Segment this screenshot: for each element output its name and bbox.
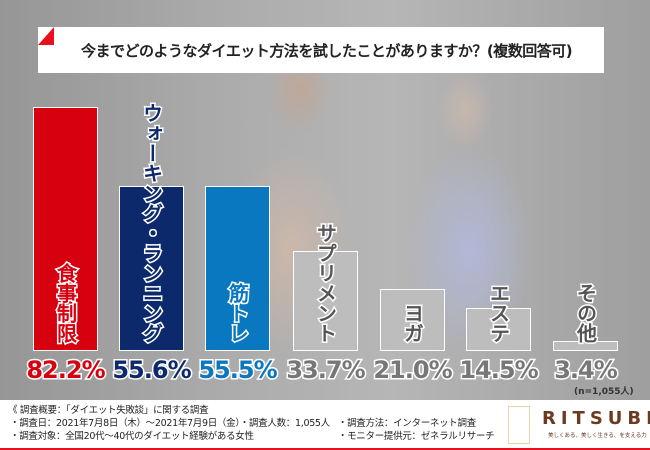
survey-target: ・調査対象：全国20代〜40代のダイエット経験がある女性 — [10, 431, 254, 442]
value-label: 55.6% — [111, 356, 193, 385]
ritsubi-logo-icon — [508, 406, 530, 444]
chart-title-box: 今までどのようなダイエット方法を試したことがありますか？(複数回答可) — [38, 27, 604, 73]
bar-5 — [466, 307, 531, 351]
title-corner-accent — [38, 27, 54, 45]
survey-method: ・調査方法：インターネット調査 — [337, 418, 476, 429]
bar-6 — [553, 340, 618, 351]
value-label: 55.5% — [197, 356, 279, 385]
sample-size-note: (n=1,055人) — [574, 387, 634, 397]
bar-label: その他 — [572, 282, 599, 345]
bar-label: 食事制限 — [52, 262, 79, 345]
survey-summary: 《 調査概要：「ダイエット失敗談」に関する調査 ・調査日：2021年7月8日（木… — [8, 404, 495, 443]
value-label: 82.2% — [25, 356, 107, 385]
value-label: 33.7% — [285, 356, 367, 385]
survey-date-count: ・調査日：2021年7月8日（木）〜2021年7月9日（金）・調査人数：1,05… — [10, 418, 330, 429]
bar-label: ウォーキング・ランニング — [138, 102, 165, 345]
value-label: 21.0% — [372, 356, 454, 385]
bar-3 — [293, 250, 358, 351]
bar-label: 筋トレ — [224, 282, 251, 345]
bar-0 — [33, 107, 98, 351]
value-label: 3.4% — [553, 356, 620, 385]
chart-title: 今までどのようなダイエット方法を試したことがありますか？(複数回答可) — [81, 41, 573, 60]
value-label: 14.5% — [458, 356, 540, 385]
survey-footer: 《 調査概要：「ダイエット失敗談」に関する調査 ・調査日：2021年7月8日（木… — [0, 400, 650, 450]
bar-label: エステ — [485, 282, 512, 345]
bar-1 — [119, 185, 184, 351]
survey-heading: 《 調査概要：「ダイエット失敗談」に関する調査 — [8, 405, 209, 416]
logo-name: RITSUBI — [542, 408, 650, 429]
logo-tagline: 美しくある、美しく生きる、を支える力 — [548, 433, 647, 439]
bar-label: ヨガ — [399, 302, 426, 345]
bar-2 — [205, 186, 270, 351]
survey-details: ・調査日：2021年7月8日（木）〜2021年7月9日（金）・調査人数：1,05… — [10, 417, 495, 443]
bar-4 — [380, 288, 445, 351]
survey-provider: ・モニター提供元：ゼネラルリサーチ — [337, 431, 495, 442]
bar-label: サプリメント — [312, 222, 339, 345]
